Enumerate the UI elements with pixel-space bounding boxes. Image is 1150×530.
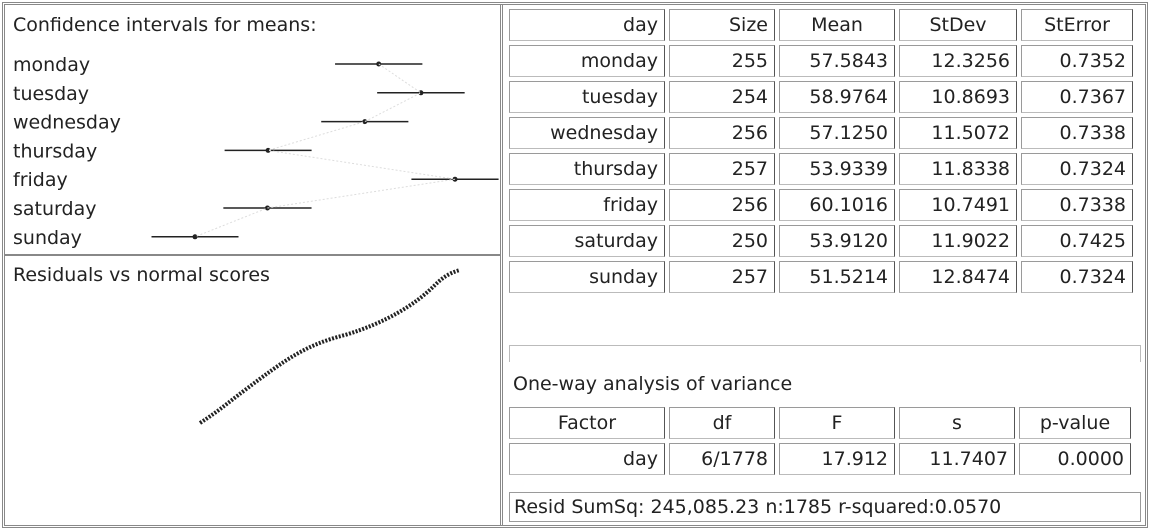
cell: 256 <box>669 117 775 149</box>
ci-label: wednesday <box>13 112 121 134</box>
header-cell: StError <box>1021 9 1133 41</box>
cell: 0.7338 <box>1021 189 1133 221</box>
cell: thursday <box>509 153 665 185</box>
cell: 12.3256 <box>899 45 1017 77</box>
cell: 11.5072 <box>899 117 1017 149</box>
ci-label: monday <box>13 54 90 76</box>
cell: tuesday <box>509 81 665 113</box>
ci-connector <box>194 63 456 238</box>
cell: monday <box>509 45 665 77</box>
ci-mean <box>362 119 368 125</box>
cell: 0.7367 <box>1021 81 1133 113</box>
cell: 254 <box>669 81 775 113</box>
header-cell: F <box>779 407 895 439</box>
cell: 58.9764 <box>779 81 895 113</box>
anova-title: One-way analysis of variance <box>513 373 793 395</box>
cell: friday <box>509 189 665 221</box>
header-cell: df <box>669 407 775 439</box>
cell: 12.8474 <box>899 261 1017 293</box>
cell: 51.5214 <box>779 261 895 293</box>
data-row: thursday 257 53.9339 11.8338 0.7324 <box>509 153 1133 185</box>
cell: 60.1016 <box>779 189 895 221</box>
data-row: wednesday 256 57.1250 11.5072 0.7338 <box>509 117 1133 149</box>
cell: 11.8338 <box>899 153 1017 185</box>
cell: 0.7425 <box>1021 225 1133 257</box>
header-cell: Factor <box>509 407 665 439</box>
cell: 255 <box>669 45 775 77</box>
header-cell: StDev <box>899 9 1017 41</box>
cell: 11.7407 <box>899 443 1015 475</box>
residual-points <box>198 268 461 425</box>
ci-title: Confidence intervals for means: <box>13 14 317 36</box>
cell: 53.9120 <box>779 225 895 257</box>
cell: wednesday <box>509 117 665 149</box>
spacer <box>509 345 1141 362</box>
cell: 10.8693 <box>899 81 1017 113</box>
ci-label: sunday <box>13 227 82 249</box>
header-cell: Mean <box>779 9 895 41</box>
stats-table: day Size Mean StDev StError monday 255 57.5843 1… <box>505 5 1137 297</box>
header-cell: Size <box>669 9 775 41</box>
header-row: day Size Mean StDev StError <box>509 9 1133 41</box>
cell: 256 <box>669 189 775 221</box>
cell: 0.0000 <box>1019 443 1131 475</box>
cell: 53.9339 <box>779 153 895 185</box>
residual-title: Residuals vs normal scores <box>13 264 270 286</box>
results-panel: day Size Mean StDev StError monday 255 57.5843 1… <box>505 5 1145 525</box>
data-row: saturday 250 53.9120 11.9022 0.7425 <box>509 225 1133 257</box>
cell: 257 <box>669 153 775 185</box>
cell: 0.7352 <box>1021 45 1133 77</box>
anova-footer: Resid SumSq: 245,085.23 n:1785 r-squared… <box>509 492 1141 522</box>
cell: 250 <box>669 225 775 257</box>
cell: sunday <box>509 261 665 293</box>
cell: day <box>509 443 665 475</box>
header-cell: s <box>899 407 1015 439</box>
ci-mean <box>192 234 198 240</box>
data-row: day 6/1778 17.912 11.7407 0.0000 <box>509 443 1131 475</box>
cell: 11.9022 <box>899 225 1017 257</box>
header-cell: p-value <box>1019 407 1131 439</box>
cell: 17.912 <box>779 443 895 475</box>
header-cell: day <box>509 9 665 41</box>
cell: 0.7324 <box>1021 153 1133 185</box>
cell: 57.1250 <box>779 117 895 149</box>
plots: Confidence intervals for means: Residual… <box>5 14 500 425</box>
data-row: tuesday 254 58.9764 10.8693 0.7367 <box>509 81 1133 113</box>
ci-mean <box>265 147 271 153</box>
ci-label: saturday <box>13 198 96 220</box>
ci-label: tuesday <box>13 83 89 105</box>
data-row: sunday 257 51.5214 12.8474 0.7324 <box>509 261 1133 293</box>
cell: 10.7491 <box>899 189 1017 221</box>
ci-label: thursday <box>13 140 97 162</box>
ci-label: friday <box>13 169 68 191</box>
cell: 57.5843 <box>779 45 895 77</box>
plots-panel: Confidence intervals for means: Residual… <box>5 5 503 525</box>
cell: 257 <box>669 261 775 293</box>
cell: 0.7324 <box>1021 261 1133 293</box>
data-row: friday 256 60.1016 10.7491 0.7338 <box>509 189 1133 221</box>
cell: 6/1778 <box>669 443 775 475</box>
cell: 0.7338 <box>1021 117 1133 149</box>
data-row: monday 255 57.5843 12.3256 0.7352 <box>509 45 1133 77</box>
cell: saturday <box>509 225 665 257</box>
